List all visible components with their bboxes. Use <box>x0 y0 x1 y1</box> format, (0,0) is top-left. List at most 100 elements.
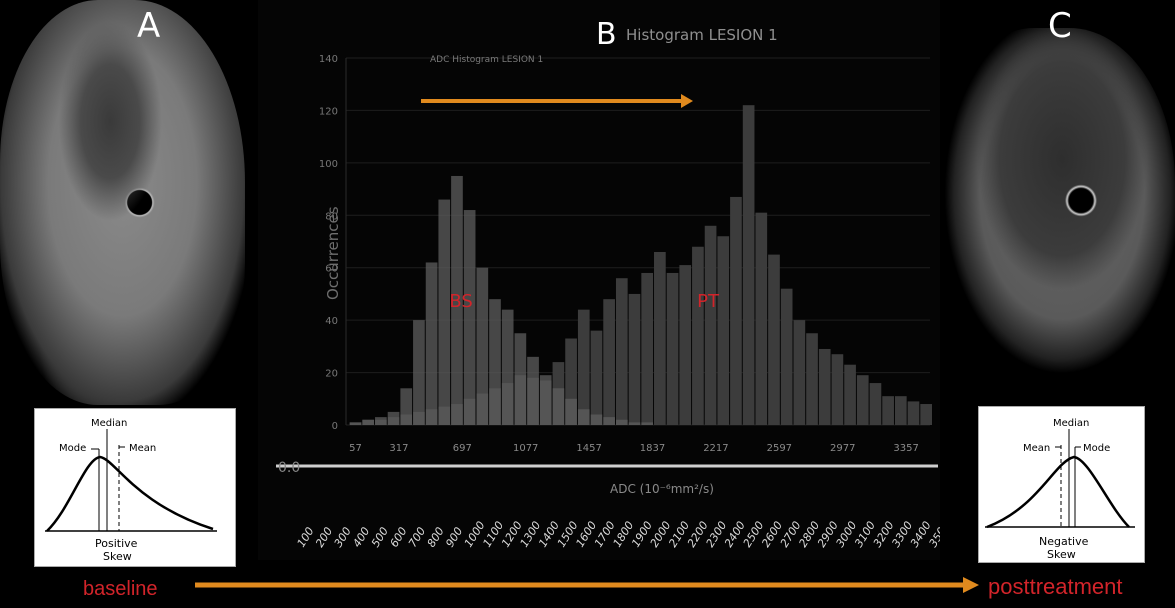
posttreatment-label: posttreatment <box>988 574 1123 599</box>
bar-bs <box>476 267 489 425</box>
timeline-arrow <box>195 577 979 593</box>
mri-image-posttreatment <box>940 28 1175 373</box>
x-tick-label: 3357 <box>893 443 918 454</box>
orange-arrow-head <box>681 94 693 108</box>
bar-pt <box>806 333 818 425</box>
adc-histogram-chart: 0 20 40 60 80 100 120 140 57 317 697 1077 1457 1837 22… <box>258 0 940 560</box>
bar-pt <box>844 364 856 425</box>
bar-bs <box>425 262 438 425</box>
skew-right-median: Median <box>1053 418 1089 429</box>
bar-bs <box>501 309 514 425</box>
skew-left-median: Median <box>91 418 127 429</box>
skew-right-mode: Mode <box>1083 443 1110 454</box>
annotation-pt: PT <box>697 291 720 312</box>
x-tick-label: 2597 <box>767 443 792 454</box>
bar-pt <box>920 404 933 425</box>
skew-diagram-positive: Median Mode Mean Positive Skew <box>34 408 236 567</box>
skew-left-positive: Positive <box>95 537 138 550</box>
skew-left-mode: Mode <box>59 443 86 454</box>
y-tick-label: 140 <box>319 54 338 65</box>
label-b: B <box>596 17 617 52</box>
bar-pt <box>654 251 666 425</box>
y-tick-label: 80 <box>325 211 338 222</box>
y-tick-label: 120 <box>319 106 338 117</box>
bar-bs <box>577 409 590 425</box>
x-tick-label: 1457 <box>576 443 601 454</box>
panel-label-c: C <box>1048 6 1072 46</box>
x-tick-label: 2217 <box>703 443 728 454</box>
bar-pt <box>666 272 679 425</box>
baseline-label: baseline <box>83 578 158 600</box>
bar-bs <box>375 417 387 425</box>
bar-bs <box>603 417 615 425</box>
bar-bs <box>641 422 654 425</box>
y-tick-label: 0 <box>332 421 338 432</box>
bar-pt <box>590 330 603 425</box>
x-tick-label: 1837 <box>640 443 665 454</box>
bar-bs <box>489 299 501 425</box>
bar-pt <box>882 396 894 425</box>
bar-pt <box>615 278 628 425</box>
bar-bs <box>438 199 451 425</box>
bar-bs <box>590 414 603 425</box>
x-tick-label: 697 <box>453 443 472 454</box>
skew-left-skew: Skew <box>103 550 132 563</box>
y-tick-label: 40 <box>325 316 338 327</box>
bar-bs <box>387 411 400 425</box>
chart-title: Histogram LESION 1 <box>626 26 778 44</box>
bar-bs <box>349 422 362 425</box>
bar-pt <box>755 212 768 425</box>
bar-pt <box>603 299 615 425</box>
bar-pt <box>831 354 844 425</box>
bar-pt <box>742 105 755 425</box>
chart-xlabel: ADC (10⁻⁶mm²/s) <box>610 482 714 496</box>
bar-bs <box>552 388 565 425</box>
y-tick-label: 20 <box>325 369 338 380</box>
mri-image-baseline <box>0 0 245 405</box>
bar-bs <box>413 320 425 425</box>
bar-bs <box>628 422 641 425</box>
bar-pt <box>679 265 692 425</box>
skew-right-skew: Skew <box>1047 548 1076 561</box>
x-tick-label: 57 <box>349 443 362 454</box>
bar-pt <box>692 246 704 425</box>
bar-pt <box>818 348 831 425</box>
bar-bs <box>451 175 463 425</box>
bar-pt <box>894 396 907 425</box>
x-tick-label: 1077 <box>513 443 538 454</box>
bar-bs <box>514 333 527 425</box>
skew-right-negative: Negative <box>1039 535 1089 548</box>
skew-diagram-negative: Median Mean Mode Negative Skew <box>978 406 1145 563</box>
bar-pt <box>869 383 882 425</box>
bar-pt <box>730 196 742 425</box>
x-axis-origin: 0.0 <box>278 460 300 476</box>
bar-pt <box>704 225 717 425</box>
bar-pt <box>717 236 730 425</box>
bar-pt <box>780 288 793 425</box>
bar-pt <box>628 293 641 425</box>
bar-pt <box>768 254 780 425</box>
bar-pt <box>641 272 654 425</box>
bar-bs <box>565 398 577 425</box>
chart-subtitle: ADC Histogram LESION 1 <box>430 55 543 65</box>
bar-pt <box>856 375 869 425</box>
skew-left-mean: Mean <box>129 443 156 454</box>
chart-ylabel: Occurrences <box>324 206 342 300</box>
bar-bs <box>539 375 552 425</box>
bar-pt <box>577 309 590 425</box>
skew-right-mean: Mean <box>1023 443 1050 454</box>
bar-bs <box>615 419 628 425</box>
bar-pt <box>565 338 577 425</box>
y-tick-label: 60 <box>325 264 338 275</box>
timeline-arrow-head <box>963 577 979 593</box>
y-tick-label: 100 <box>319 159 338 170</box>
positive-skew-curve <box>46 455 214 532</box>
bar-pt <box>907 401 920 425</box>
bar-bs <box>527 356 539 425</box>
x-tick-label: 2977 <box>830 443 855 454</box>
x-tick-label: 317 <box>389 443 408 454</box>
bar-bs <box>400 388 413 425</box>
bar-bs <box>362 419 375 425</box>
negative-skew-curve <box>986 455 1130 529</box>
annotation-bs: BS <box>449 291 472 312</box>
